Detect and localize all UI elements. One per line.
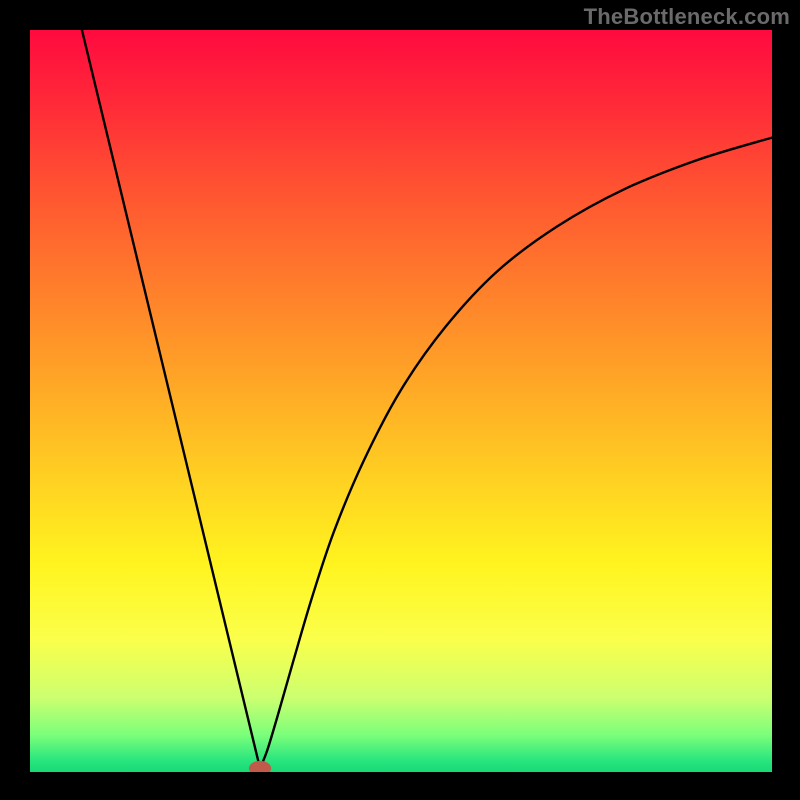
minimum-marker (249, 761, 271, 776)
plot-background (30, 30, 772, 772)
bottleneck-chart (0, 0, 800, 800)
watermark-text: TheBottleneck.com (584, 4, 790, 30)
chart-container: TheBottleneck.com (0, 0, 800, 800)
